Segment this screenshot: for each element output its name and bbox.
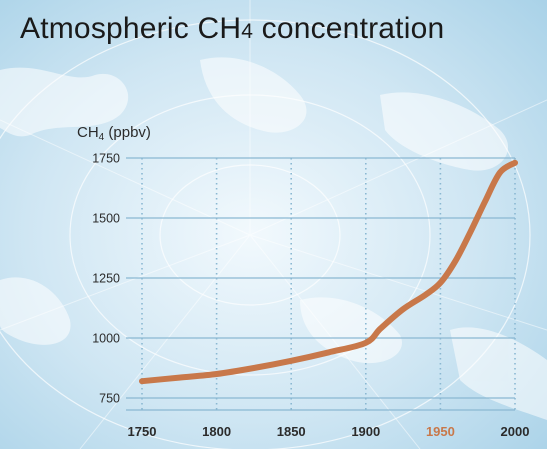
y-axis-label-main: CH — [77, 124, 99, 141]
y-tick-label-750: 750 — [99, 392, 120, 406]
y-tick-label-1750: 1750 — [92, 152, 120, 166]
chart-title-subscript: 4 — [241, 20, 254, 43]
x-tick-label-1850: 1850 — [277, 424, 306, 439]
y-axis-label-unit: (ppbv) — [104, 124, 151, 141]
y-tick-label-1000: 1000 — [92, 332, 120, 346]
chart-title: Atmospheric CH4 concentration — [20, 12, 444, 46]
horizontal-gridlines — [126, 157, 515, 411]
x-tick-label-1800: 1800 — [202, 424, 231, 439]
series-line-0 — [139, 159, 518, 385]
y-tick-labels: 750 1000 1250 1500 1750 — [92, 152, 120, 406]
y-axis-label: CH4 (ppbv) — [77, 124, 151, 143]
x-tick-label-1900: 1900 — [351, 424, 380, 439]
y-tick-label-1250: 1250 — [92, 272, 120, 286]
vertical-gridlines — [141, 158, 516, 410]
x-tick-label-2000: 2000 — [501, 424, 530, 439]
x-tick-labels: 1750 1800 1850 1900 1950 2000 — [128, 424, 530, 439]
data-series — [139, 159, 518, 385]
y-axis-label-subscript: 4 — [98, 132, 105, 143]
x-tick-label-1750: 1750 — [128, 424, 157, 439]
chart-title-main: Atmospheric CH — [20, 12, 242, 45]
chart-title-rest: concentration — [253, 12, 445, 45]
y-tick-label-1500: 1500 — [92, 212, 120, 226]
x-tick-label-1950: 1950 — [426, 424, 455, 439]
